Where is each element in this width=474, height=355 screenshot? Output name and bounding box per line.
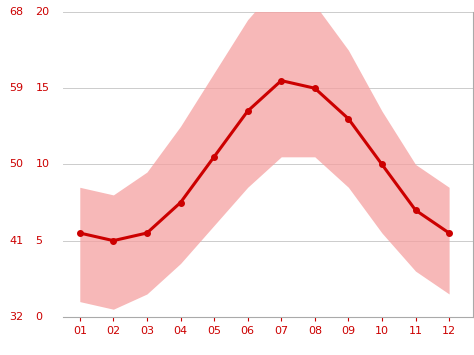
Text: 5: 5 (36, 236, 43, 246)
Text: 15: 15 (36, 83, 50, 93)
Text: 32: 32 (9, 312, 24, 322)
Text: 0: 0 (36, 312, 43, 322)
Text: 68: 68 (9, 7, 24, 17)
Text: 20: 20 (36, 7, 50, 17)
Text: 50: 50 (9, 159, 24, 169)
Text: 59: 59 (9, 83, 24, 93)
Text: 10: 10 (36, 159, 50, 169)
Text: 41: 41 (9, 236, 24, 246)
